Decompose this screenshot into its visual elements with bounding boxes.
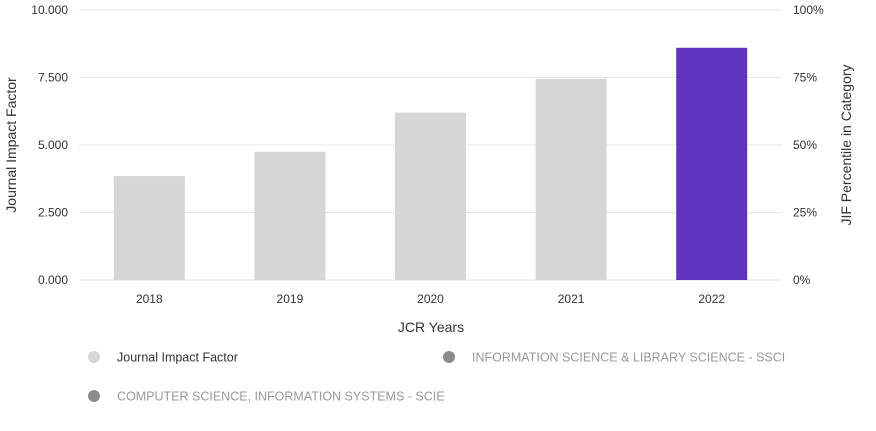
bar-2019[interactable] [254,151,326,280]
y-tick-label: 7.500 [38,71,68,85]
x-tick-label: 2020 [417,292,444,306]
legend-label: INFORMATION SCIENCE & LIBRARY SCIENCE - … [472,351,785,365]
legend-label: COMPUTER SCIENCE, INFORMATION SYSTEMS - … [117,390,445,404]
y2-tick-label: 50% [793,138,817,152]
x-axis-tick-labels: 2018 2019 2020 2021 2022 [136,292,725,306]
legend-label: Journal Impact Factor [117,351,238,365]
legend: Journal Impact Factor INFORMATION SCIENCE… [88,351,785,404]
x-tick-label: 2022 [698,292,725,306]
y2-tick-label: 0% [793,273,811,287]
legend-item[interactable]: COMPUTER SCIENCE, INFORMATION SYSTEMS - … [88,390,445,404]
bar-2020[interactable] [395,112,466,280]
y2-tick-label: 25% [793,206,817,220]
bar-2021[interactable] [535,78,607,280]
y2-tick-label: 75% [793,71,817,85]
y-axis-title: Journal Impact Factor [3,77,19,213]
y2-axis-tick-labels: 0% 25% 50% 75% 100% [793,3,824,287]
y-axis-tick-labels: 0.000 2.500 5.000 7.500 10.000 [31,3,68,287]
x-tick-label: 2018 [136,292,163,306]
legend-item[interactable]: Journal Impact Factor [88,351,238,365]
x-tick-label: 2019 [277,292,304,306]
y2-tick-label: 100% [793,3,824,17]
y-tick-label: 2.500 [38,206,68,220]
x-axis-title: JCR Years [398,319,464,335]
legend-item[interactable]: INFORMATION SCIENCE & LIBRARY SCIENCE - … [443,351,785,365]
bar-2018[interactable] [113,176,185,280]
legend-marker-icon [88,390,100,402]
bars [113,47,748,280]
y-tick-label: 0.000 [38,273,68,287]
y2-axis-title: JIF Percentile in Category [838,64,854,225]
bar-2022[interactable] [676,47,748,280]
y-tick-label: 10.000 [31,3,68,17]
legend-marker-icon [443,351,455,363]
legend-marker-icon [88,351,100,363]
x-tick-label: 2021 [558,292,585,306]
y-tick-label: 5.000 [38,138,68,152]
